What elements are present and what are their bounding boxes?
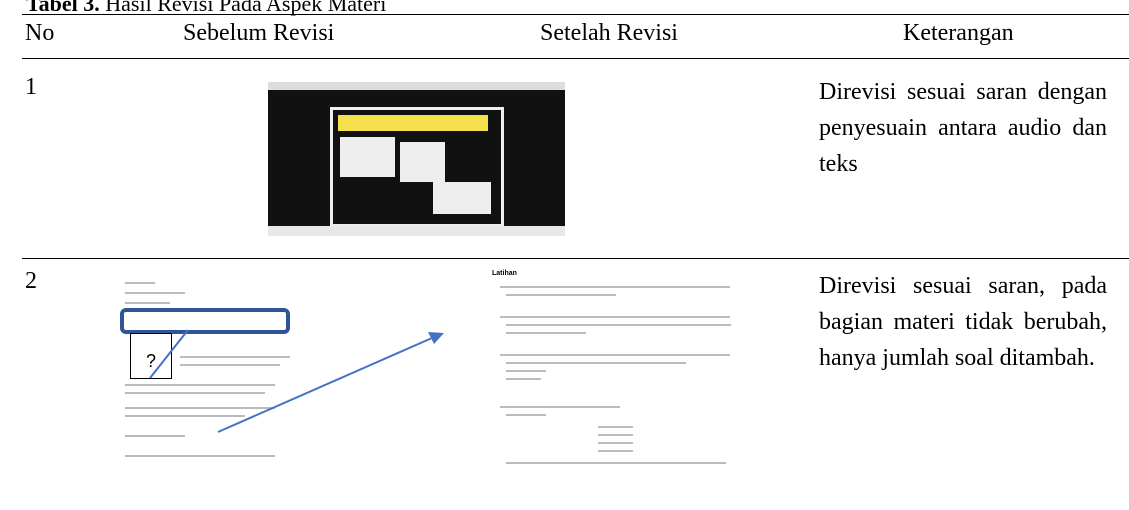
text-line — [506, 414, 546, 416]
text-line — [125, 407, 275, 409]
rule — [22, 58, 1129, 59]
text-line — [506, 362, 686, 364]
text-line — [506, 378, 541, 380]
caption: Tabel 3. Hasil Revisi Pada Aspek Materi — [26, 0, 386, 17]
header: Sebelum Revisi — [183, 20, 335, 46]
text-line — [125, 292, 185, 294]
text-line — [125, 282, 155, 284]
player-controls — [268, 226, 565, 236]
screenshot-after: Latihan — [488, 266, 742, 466]
screenshot — [268, 82, 565, 236]
callout-line — [149, 329, 189, 379]
row-number: 2 — [25, 268, 37, 294]
slide-box — [340, 137, 395, 177]
text-line — [598, 450, 633, 452]
text-line — [598, 442, 633, 444]
text-line — [125, 435, 185, 437]
row-number: 1 — [25, 74, 37, 100]
description: Direvisi sesuai saran, pada bagian mater… — [819, 273, 1107, 371]
text-line — [598, 434, 633, 436]
slide-box — [433, 182, 491, 214]
slide-frame — [330, 107, 504, 227]
text-line — [125, 392, 265, 394]
header: No — [25, 20, 55, 46]
text-line — [500, 286, 730, 288]
text-line — [506, 324, 731, 326]
rule — [22, 258, 1129, 259]
text-line — [125, 302, 170, 304]
slide-box — [400, 142, 445, 182]
description: Direvisi sesuai saran dengan penyesuain … — [819, 79, 1107, 177]
text-line — [598, 426, 633, 428]
rule — [22, 14, 1129, 15]
text-line — [500, 354, 730, 356]
text-line — [125, 415, 245, 417]
text-line — [506, 462, 726, 464]
text-line — [506, 370, 546, 372]
text-line — [500, 316, 730, 318]
text-line — [125, 455, 275, 457]
arrow — [217, 337, 433, 433]
text-line — [180, 356, 290, 358]
caption-text: Hasil Revisi Pada Aspek Materi — [105, 0, 387, 16]
caption-label: Tabel 3. — [26, 0, 100, 16]
text-line — [180, 364, 280, 366]
text-line — [506, 294, 616, 296]
header: Setelah Revisi — [540, 20, 678, 46]
thumb-heading: Latihan — [492, 270, 517, 277]
header: Keterangan — [903, 20, 1014, 46]
arrow-head — [428, 332, 444, 344]
slide-title — [338, 115, 488, 131]
text-line — [506, 332, 586, 334]
highlight-box — [120, 308, 290, 334]
titlebar — [268, 82, 565, 90]
callout: ? — [130, 333, 172, 379]
text-line — [125, 384, 275, 386]
text-line — [500, 406, 620, 408]
